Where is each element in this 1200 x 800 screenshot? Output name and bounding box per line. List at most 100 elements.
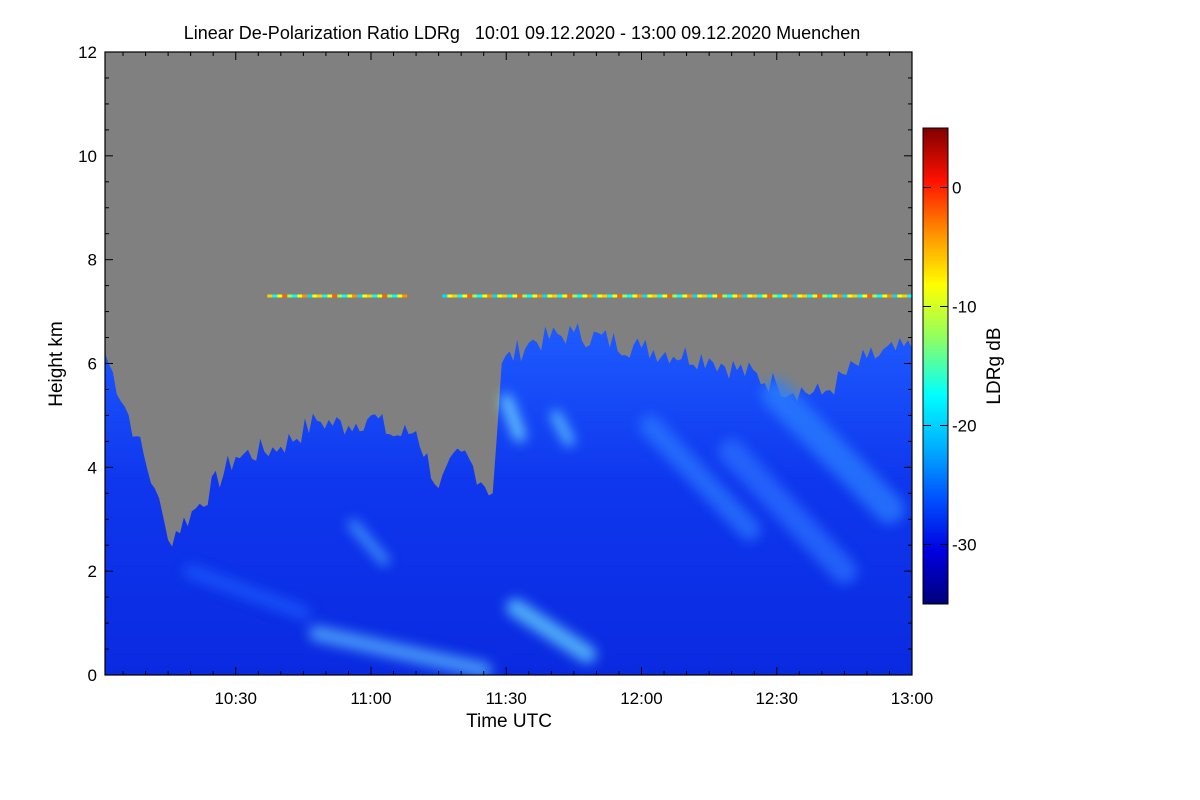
layer-segment: [762, 294, 768, 298]
layer-segment: [767, 294, 773, 298]
layer-segment: [312, 294, 318, 298]
layer-segment: [897, 294, 903, 298]
layer-segment: [717, 294, 723, 298]
layer-segment: [712, 294, 718, 298]
layer-segment: [282, 294, 288, 298]
layer-segment: [267, 294, 273, 298]
y-tick-label: 10: [78, 147, 97, 166]
layer-segment: [387, 294, 393, 298]
layer-segment: [602, 294, 608, 298]
x-tick-label: 12:00: [620, 689, 663, 708]
colorbar-label: LDRg dB: [984, 327, 1005, 404]
layer-segment: [822, 294, 828, 298]
layer-segment: [587, 294, 593, 298]
layer-segment: [702, 294, 708, 298]
layer-segment: [452, 294, 458, 298]
plot-area: [105, 52, 912, 675]
layer-segment: [397, 294, 403, 298]
colorbar: 0 -10 -20 -30 LDRg dB: [922, 127, 1005, 605]
layer-segment: [482, 294, 488, 298]
fall-streak: [183, 564, 311, 620]
cloud-region: [105, 323, 912, 675]
layer-segment: [552, 294, 558, 298]
layer-segment: [707, 294, 713, 298]
layer-segment: [812, 294, 818, 298]
layer-segment: [537, 294, 543, 298]
layer-segment: [797, 294, 803, 298]
layer-segment: [342, 294, 348, 298]
layer-segment: [317, 294, 323, 298]
layer-segment: [737, 294, 743, 298]
layer-segment: [862, 294, 868, 298]
layer-segment: [777, 294, 783, 298]
x-axis: 10:30 11:00 11:30 12:00 12:30 13:00: [122, 52, 934, 708]
layer-segment: [742, 294, 748, 298]
layer-segment: [907, 294, 912, 298]
layer-segment: [672, 294, 678, 298]
layer-segment: [327, 294, 333, 298]
layer-segment: [347, 294, 353, 298]
layer-segment: [837, 294, 843, 298]
thin-layer-7km: [267, 294, 912, 298]
layer-segment: [637, 294, 643, 298]
fall-streak: [308, 625, 492, 675]
colorbar-tick-label: -30: [952, 536, 977, 555]
layer-segment: [607, 294, 613, 298]
layer-segment: [802, 294, 808, 298]
layer-segment: [502, 294, 508, 298]
layer-segment: [622, 294, 628, 298]
x-tick-label: 11:30: [486, 689, 527, 708]
layer-segment: [567, 294, 573, 298]
layer-segment: [517, 294, 523, 298]
layer-segment: [462, 294, 468, 298]
layer-segment: [867, 294, 873, 298]
layer-segment: [847, 294, 853, 298]
layer-segment: [402, 294, 408, 298]
layer-segment: [572, 294, 578, 298]
fall-streaks: [183, 379, 905, 675]
layer-segment: [512, 294, 518, 298]
layer-segment: [877, 294, 883, 298]
layer-segment: [382, 294, 388, 298]
layer-segment: [457, 294, 463, 298]
fall-streak: [718, 438, 858, 585]
fall-streak: [347, 519, 390, 566]
fall-streak: [761, 379, 905, 524]
colorbar-tick-label: 0: [952, 179, 961, 198]
layer-segment: [747, 294, 753, 298]
layer-segment: [597, 294, 603, 298]
layer-segment: [292, 294, 298, 298]
x-axis-label: Time UTC: [466, 711, 552, 732]
layer-segment: [772, 294, 778, 298]
y-tick-label: 0: [88, 666, 97, 685]
layer-segment: [532, 294, 538, 298]
layer-segment: [367, 294, 373, 298]
layer-segment: [757, 294, 763, 298]
layer-segment: [642, 294, 648, 298]
layer-segment: [477, 294, 483, 298]
layer-segment: [872, 294, 878, 298]
layer-segment: [832, 294, 838, 298]
layer-segment: [632, 294, 638, 298]
y-axis: 0 2 4 6 8 10 12: [78, 43, 912, 685]
layer-segment: [577, 294, 583, 298]
layer-segment: [472, 294, 478, 298]
fall-streak: [639, 414, 761, 541]
fall-streak: [550, 410, 575, 447]
layer-segment: [332, 294, 338, 298]
layer-segment: [272, 294, 278, 298]
layer-segment: [697, 294, 703, 298]
layer-segment: [357, 294, 363, 298]
layer-segment: [727, 294, 733, 298]
x-tick-label: 13:00: [891, 689, 934, 708]
layer-segment: [487, 294, 493, 298]
chart-title: Linear De-Polarization Ratio LDRg 10:01 …: [184, 23, 860, 43]
layer-segment: [372, 294, 378, 298]
layer-segment: [307, 294, 313, 298]
layer-segment: [322, 294, 328, 298]
layer-segment: [547, 294, 553, 298]
layer-segment: [352, 294, 358, 298]
colorbar-scale: [922, 127, 949, 605]
layer-segment: [617, 294, 623, 298]
layer-segment: [732, 294, 738, 298]
